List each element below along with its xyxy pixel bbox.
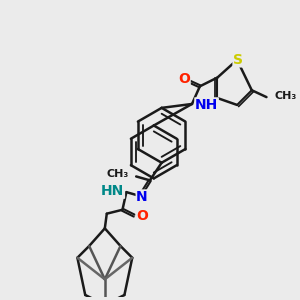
Text: S: S [233, 53, 243, 67]
Text: CH₃: CH₃ [106, 169, 128, 179]
Text: O: O [136, 208, 148, 223]
Text: N: N [136, 190, 148, 204]
Text: NH: NH [195, 98, 218, 112]
Text: HN: HN [101, 184, 124, 198]
Text: O: O [178, 73, 190, 86]
Text: CH₃: CH₃ [274, 91, 297, 101]
